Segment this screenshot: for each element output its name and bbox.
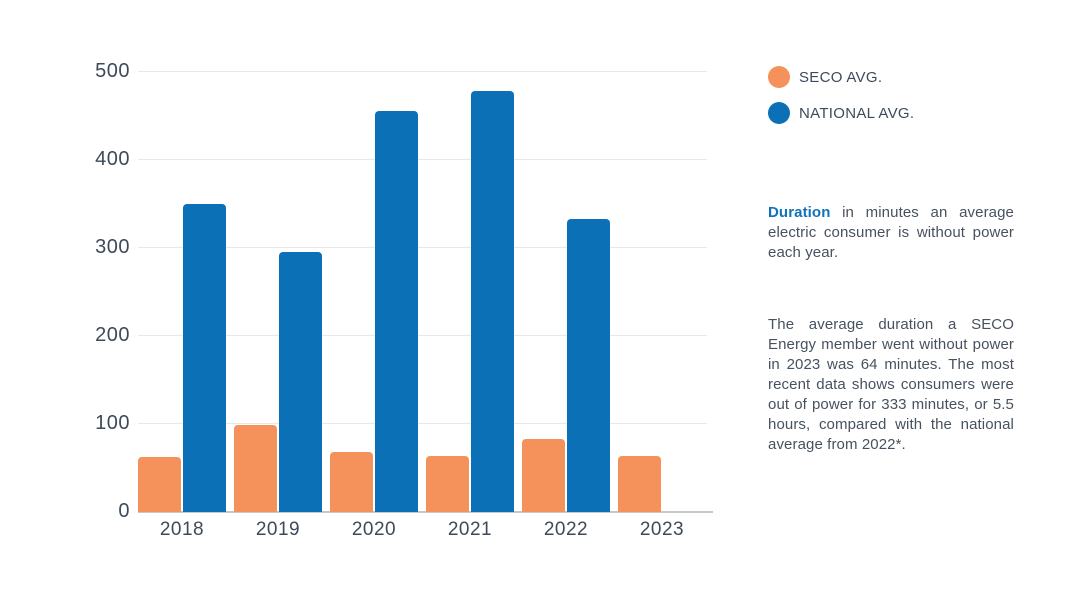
bar-seco-2023 bbox=[618, 456, 661, 512]
y-tick-label-200: 200 bbox=[95, 324, 130, 346]
bar-seco-2022 bbox=[522, 439, 565, 512]
bar-national-2022 bbox=[567, 219, 610, 512]
gridline-400 bbox=[138, 159, 707, 160]
y-tick-label-400: 400 bbox=[95, 148, 130, 170]
seco-color-dot-icon bbox=[768, 66, 790, 88]
x-tick-label-2021: 2021 bbox=[447, 519, 493, 540]
gridline-300 bbox=[138, 247, 707, 248]
gridline-500 bbox=[138, 71, 707, 72]
y-tick-label-300: 300 bbox=[95, 236, 130, 258]
x-tick-label-2023: 2023 bbox=[639, 519, 685, 540]
bar-chart-plot-area bbox=[138, 71, 713, 513]
bar-seco-2021 bbox=[426, 456, 469, 512]
gridline-200 bbox=[138, 335, 707, 336]
x-tick-label-2018: 2018 bbox=[159, 519, 205, 540]
bar-seco-2020 bbox=[330, 452, 373, 512]
x-tick-label-2019: 2019 bbox=[255, 519, 301, 540]
bar-national-2021 bbox=[471, 91, 514, 512]
chart-legend: SECO AVG. NATIONAL AVG. bbox=[768, 65, 914, 137]
bar-seco-2019 bbox=[234, 425, 277, 512]
bar-national-2018 bbox=[183, 204, 226, 512]
legend-item-seco: SECO AVG. bbox=[768, 65, 914, 89]
y-tick-label-100: 100 bbox=[95, 412, 130, 434]
bar-seco-2018 bbox=[138, 457, 181, 512]
national-color-dot-icon bbox=[768, 102, 790, 124]
description-lead-word: Duration bbox=[768, 204, 831, 221]
legend-item-national: NATIONAL AVG. bbox=[768, 101, 914, 125]
y-tick-label-0: 0 bbox=[118, 500, 130, 522]
x-axis-line bbox=[138, 511, 713, 513]
x-tick-label-2020: 2020 bbox=[351, 519, 397, 540]
summary-paragraph: The average duration a SECO Energy membe… bbox=[768, 316, 1014, 453]
legend-label-seco: SECO AVG. bbox=[799, 68, 883, 86]
description-lead-rest: in minutes an average electric consumer … bbox=[768, 204, 1014, 261]
bar-national-2019 bbox=[279, 252, 322, 512]
bar-national-2020 bbox=[375, 111, 418, 512]
chart-description: Duration in minutes an average electric … bbox=[768, 203, 1014, 263]
legend-label-national: NATIONAL AVG. bbox=[799, 104, 915, 122]
x-tick-label-2022: 2022 bbox=[543, 519, 589, 540]
y-tick-label-500: 500 bbox=[95, 60, 130, 82]
gridline-100 bbox=[138, 423, 707, 424]
